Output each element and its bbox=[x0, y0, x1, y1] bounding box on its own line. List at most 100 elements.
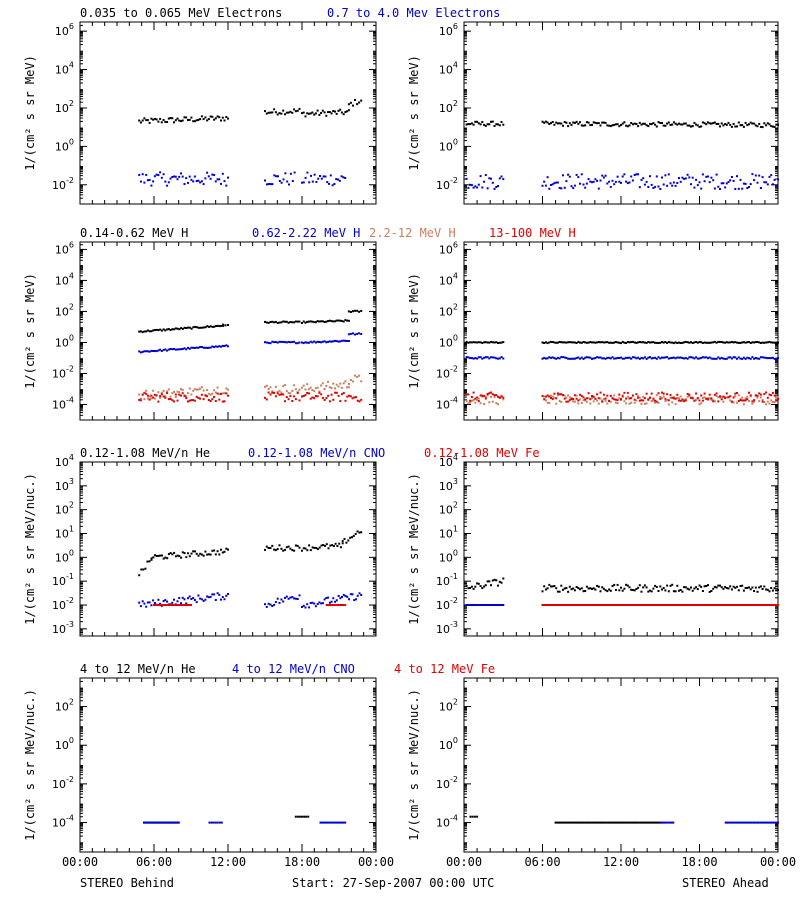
data-point bbox=[599, 391, 602, 394]
data-point bbox=[628, 397, 631, 400]
data-point bbox=[575, 357, 578, 360]
data-point bbox=[340, 386, 343, 389]
data-point bbox=[667, 399, 670, 402]
data-point bbox=[645, 586, 648, 589]
data-point bbox=[713, 585, 716, 588]
data-point bbox=[591, 395, 593, 397]
data-point bbox=[192, 399, 195, 402]
data-point bbox=[630, 357, 633, 360]
data-point bbox=[567, 590, 570, 593]
data-point bbox=[730, 176, 733, 178]
data-point bbox=[269, 603, 272, 606]
data-point bbox=[707, 604, 709, 606]
data-point bbox=[585, 341, 588, 344]
data-point bbox=[768, 590, 771, 593]
data-point bbox=[328, 821, 331, 824]
data-point bbox=[152, 821, 155, 824]
data-point bbox=[470, 341, 473, 344]
data-point bbox=[294, 320, 297, 323]
data-point bbox=[678, 397, 680, 400]
data-point bbox=[764, 821, 767, 824]
data-point bbox=[486, 356, 489, 359]
data-point bbox=[626, 356, 629, 359]
data-point bbox=[701, 399, 704, 402]
data-point bbox=[571, 821, 574, 824]
data-point bbox=[717, 396, 720, 399]
data-point bbox=[218, 116, 221, 119]
data-point bbox=[770, 604, 773, 606]
data-point bbox=[679, 589, 682, 591]
data-point bbox=[159, 328, 162, 331]
data-point bbox=[276, 392, 279, 395]
data-point bbox=[565, 356, 568, 359]
y-tick-label: 102 bbox=[55, 99, 74, 115]
data-point bbox=[666, 342, 669, 344]
data-point bbox=[650, 123, 653, 126]
data-point bbox=[159, 602, 162, 605]
data-point bbox=[746, 124, 749, 127]
data-point bbox=[543, 180, 546, 183]
data-point bbox=[138, 330, 141, 333]
data-point bbox=[474, 397, 477, 400]
data-point bbox=[594, 357, 597, 360]
data-point bbox=[216, 178, 219, 181]
data-point bbox=[221, 172, 224, 175]
data-point bbox=[637, 341, 640, 344]
data-point bbox=[717, 356, 720, 359]
data-point bbox=[207, 392, 210, 395]
data-point bbox=[732, 356, 735, 359]
data-point bbox=[555, 181, 558, 184]
data-point bbox=[204, 326, 207, 329]
data-point bbox=[497, 342, 499, 344]
data-point bbox=[608, 588, 611, 591]
data-point bbox=[620, 586, 622, 589]
data-point bbox=[476, 396, 479, 399]
data-point bbox=[465, 340, 468, 343]
data-point bbox=[325, 385, 328, 387]
data-point bbox=[470, 604, 473, 606]
data-point bbox=[218, 553, 221, 556]
data-point bbox=[650, 590, 653, 593]
data-point bbox=[150, 117, 153, 120]
data-point bbox=[543, 395, 546, 398]
data-point bbox=[200, 598, 203, 601]
data-point bbox=[775, 341, 778, 344]
data-point bbox=[744, 357, 747, 360]
data-point bbox=[469, 401, 472, 404]
data-point bbox=[330, 112, 333, 115]
data-point bbox=[638, 584, 641, 587]
data-point bbox=[613, 394, 616, 397]
data-point bbox=[282, 393, 285, 396]
data-point bbox=[671, 356, 674, 359]
data-point bbox=[640, 123, 643, 126]
data-point bbox=[751, 604, 754, 606]
data-point bbox=[637, 125, 640, 128]
data-point bbox=[742, 356, 745, 359]
data-point bbox=[705, 604, 708, 606]
data-point bbox=[178, 393, 181, 396]
data-point bbox=[211, 549, 214, 552]
data-point bbox=[683, 586, 686, 589]
data-point bbox=[500, 604, 503, 606]
data-point bbox=[298, 107, 301, 110]
data-point bbox=[178, 119, 181, 122]
data-point bbox=[633, 398, 636, 401]
data-point bbox=[171, 328, 174, 331]
data-point bbox=[700, 402, 703, 405]
data-point bbox=[497, 123, 499, 126]
data-point bbox=[642, 177, 645, 180]
data-point bbox=[340, 175, 343, 178]
data-point bbox=[211, 593, 214, 596]
data-point bbox=[628, 821, 631, 824]
data-point bbox=[628, 124, 631, 127]
data-point bbox=[567, 394, 570, 397]
data-point bbox=[601, 121, 604, 124]
data-point bbox=[732, 341, 735, 344]
data-point bbox=[309, 549, 312, 552]
data-point bbox=[691, 604, 694, 606]
data-point bbox=[202, 554, 205, 557]
data-point bbox=[642, 357, 645, 360]
data-point bbox=[176, 327, 179, 330]
data-point bbox=[484, 604, 487, 606]
data-point bbox=[652, 122, 655, 125]
